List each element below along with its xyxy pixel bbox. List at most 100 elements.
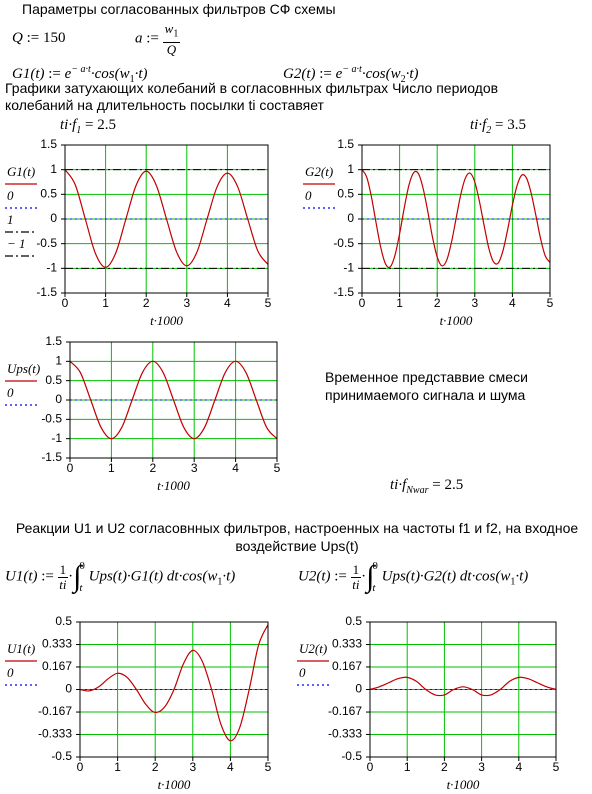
integral: ∫ 0 t [366,560,378,594]
x-tick-label: 1 [108,461,115,475]
part: Ups(t)·G1(t) dt·cos(w [88,568,218,585]
curve [369,676,557,697]
x-axis-label: t·1000 [447,777,480,792]
section-text: Реакции U1 и U2 согласовнных фильтров, н… [15,520,579,554]
legend-label: G2(t) [305,164,333,179]
x-tick-label: 2 [434,296,441,310]
exponent: − a·t [71,64,91,75]
y-tick-label: 0.5 [40,187,57,201]
lower: t [372,582,376,594]
assign: := [26,30,40,46]
y-tick-label: 0 [347,211,354,225]
legend-label: 0 [7,665,14,680]
ratio-f1: ti·f1 = 2.5 [60,117,116,136]
y-tick-label: 1.5 [40,137,57,151]
y-tick-label: 0 [50,211,57,225]
part: Ups(t)·G2(t) dt·cos(w [381,568,511,585]
base: e [335,66,343,82]
assign: := [319,66,332,82]
result: = 2.5 [85,117,116,133]
lhs: ti·f [390,477,407,493]
y-tick-label: -1 [46,261,57,275]
y-tick-label: 0.5 [45,373,62,387]
lhs: G2(t) [283,66,316,82]
note: Временное представвие смеси принимаемого… [325,369,528,403]
x-tick-label: 0 [367,760,374,774]
x-tick-label: 2 [441,760,448,774]
y-tick-label: 0.5 [345,614,362,628]
y-tick-label: 1.5 [337,137,354,151]
plot-frame [69,341,278,459]
y-tick-label: -0.5 [341,749,362,763]
result: = 2.5 [432,477,464,493]
y-tick-label: 1 [347,162,354,176]
var: Q [12,30,23,46]
y-tick-label: 1 [50,162,57,176]
sub: Nwar [406,485,429,496]
part: ·cos(w [361,66,401,82]
reaction-u2: U2(t) := 1 ti · ∫ 0 t Ups(t)·G2(t) dt·cos(w1·… [298,560,528,594]
x-tick-label: 5 [265,760,272,774]
upper: 0 [372,560,378,572]
fraction: w1 Q [162,21,181,57]
x-tick-label: 5 [265,296,272,310]
y-tick-label: 0 [55,392,62,406]
x-tick-label: 1 [396,296,403,310]
value: 150 [42,30,66,46]
y-tick-label: -0.5 [51,749,72,763]
x-tick-label: 5 [547,296,554,310]
y-tick-label: -1 [343,261,354,275]
y-tick-label: 0.5 [55,614,72,628]
y-tick-label: 0.333 [332,637,362,651]
lhs: ti·f [470,117,487,133]
sym: w [164,21,174,36]
integral: ∫ 0 t [73,560,85,594]
numerator: 1 [350,561,362,578]
x-tick-label: 2 [152,760,159,774]
lower: t [79,582,83,594]
x-tick-label: 3 [189,760,196,774]
plot-frame [361,144,551,294]
sub: 1 [510,576,516,588]
curve [79,624,269,742]
sub: 1 [76,125,82,136]
x-tick-label: 4 [227,760,234,774]
reaction-u1: U1(t) := 1 ti · ∫ 0 t Ups(t)·G1(t) dt·cos(w1·… [5,560,235,594]
legend-label: Ups(t) [7,361,40,376]
legend-label: 0 [305,188,312,203]
x-tick-label: 5 [274,461,281,475]
part: ·cos(w [90,66,130,82]
x-tick-label: 0 [359,296,366,310]
legend-label: 0 [7,188,14,203]
assign: := [146,30,159,47]
base: e [64,66,72,82]
x-tick-label: 1 [114,760,121,774]
x-tick-label: 4 [224,296,231,310]
integral-sign: ∫ [366,560,375,593]
x-tick-label: 0 [77,760,84,774]
result: = 3.5 [495,117,526,133]
y-tick-label: 0 [355,682,362,696]
sub: 1 [129,74,135,85]
numerator: 1 [57,561,69,578]
plot-frame [64,144,269,294]
sub: 2 [400,74,406,85]
plot-frame [369,621,557,758]
legend-label: − 1 [7,236,26,251]
y-tick-label: 0.167 [42,659,72,673]
x-tick-label: 1 [102,296,109,310]
y-tick-label: -0.167 [38,704,72,718]
denominator: Q [166,41,177,57]
legend-label: 1 [7,212,14,227]
upper: 0 [79,560,85,572]
sub: 1 [173,28,179,40]
y-tick-label: 0.167 [332,659,362,673]
x-tick-label: 3 [183,296,190,310]
x-tick-label: 4 [232,461,239,475]
x-tick-label: 0 [62,296,69,310]
legend-label: G1(t) [7,164,35,179]
